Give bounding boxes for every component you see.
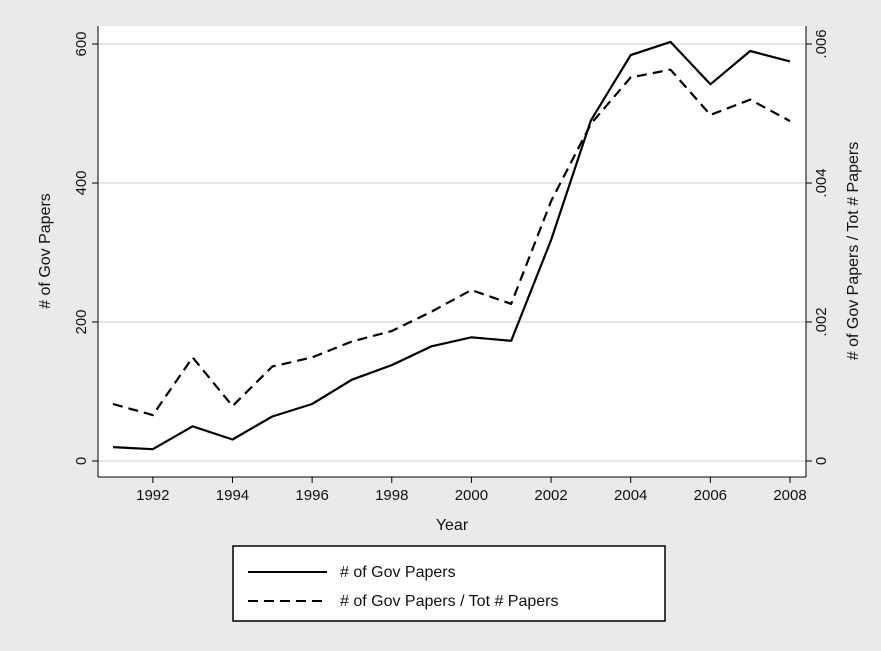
plot-area xyxy=(98,26,806,477)
series-line-0 xyxy=(112,40,791,451)
x-tick-label: 2000 xyxy=(455,487,488,504)
x-tick-label: 2006 xyxy=(694,487,727,504)
y-tick-right-label: 0 xyxy=(813,457,830,465)
y-tick-left-label: 200 xyxy=(73,309,90,334)
x-tick-label: 2002 xyxy=(534,487,567,504)
legend-label-1: # of Gov Papers / Tot # Papers xyxy=(340,593,559,610)
y-ticks-right: 0 .002 .004 .006 xyxy=(806,29,830,465)
y-tick-right-label: .006 xyxy=(813,29,830,58)
y-tick-right-label: .004 xyxy=(813,168,830,197)
x-axis-label: Year xyxy=(436,517,469,534)
x-tick-label: 2004 xyxy=(614,487,647,504)
series-group xyxy=(112,40,791,451)
x-tick-label: 1992 xyxy=(136,487,169,504)
legend: # of Gov Papers # of Gov Papers / Tot # … xyxy=(232,545,666,622)
y-tick-left-label: 400 xyxy=(73,170,90,195)
grid-lines xyxy=(98,43,806,462)
y-tick-right-label: .002 xyxy=(813,307,830,336)
x-tick-label: 1994 xyxy=(216,487,249,504)
legend-box xyxy=(232,545,666,622)
y-ticks-left: 0 200 400 600 xyxy=(73,31,98,465)
x-tick-label: 1998 xyxy=(375,487,408,504)
x-tick-label: 2008 xyxy=(773,487,806,504)
y-tick-left-label: 0 xyxy=(73,457,90,465)
y-axis-right-label: # of Gov Papers / Tot # Papers xyxy=(845,142,862,361)
series-line-1 xyxy=(112,68,791,417)
y-axis-left-label: # of Gov Papers xyxy=(37,193,54,309)
x-ticks: 1992 1994 1996 1998 2000 2002 2004 2006 2008 xyxy=(136,477,807,504)
x-tick-label: 1996 xyxy=(295,487,328,504)
y-tick-left-label: 600 xyxy=(73,31,90,56)
legend-label-0: # of Gov Papers xyxy=(340,564,456,581)
